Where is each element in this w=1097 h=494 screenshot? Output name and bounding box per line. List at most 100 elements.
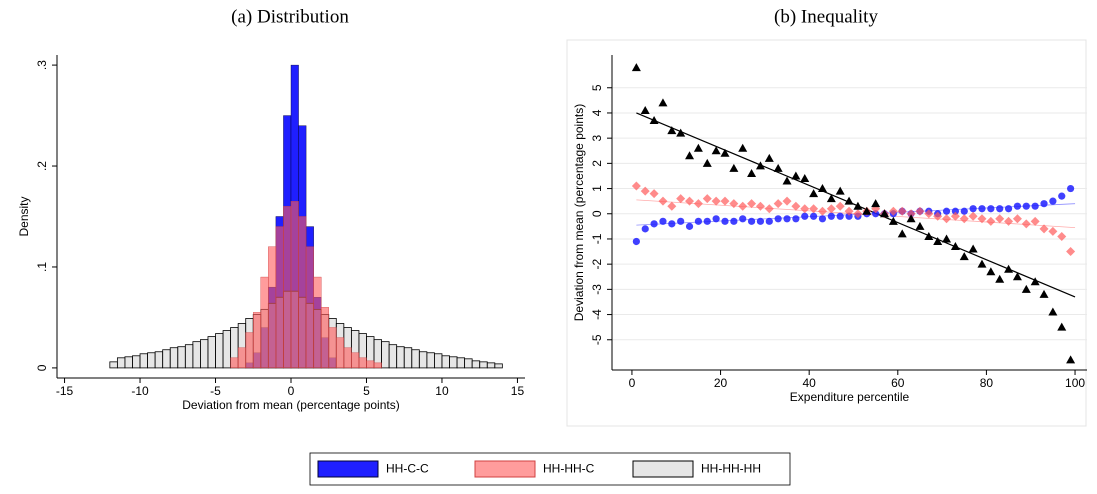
- histogram-bar: [351, 352, 360, 369]
- histogram-bar: [366, 360, 375, 369]
- histogram-bar: [116, 357, 126, 369]
- point: [862, 206, 872, 215]
- histogram-bar: [192, 341, 201, 369]
- histogram-bar: [486, 362, 496, 369]
- point: [942, 214, 952, 224]
- point: [1030, 216, 1040, 226]
- point: [995, 214, 1005, 224]
- point: [950, 242, 960, 251]
- point: [897, 229, 907, 238]
- point: [835, 186, 845, 195]
- point: [987, 205, 995, 213]
- point: [942, 234, 952, 243]
- panel-frame: [566, 39, 1087, 427]
- point: [906, 209, 916, 219]
- legend-box: [309, 452, 791, 486]
- histogram-bar: [283, 206, 292, 369]
- point: [738, 143, 748, 152]
- point: [817, 206, 827, 216]
- point: [755, 201, 765, 211]
- histogram-bar: [237, 347, 246, 369]
- x-tick-label: 60: [891, 376, 905, 390]
- x-tick-label: 100: [1065, 376, 1085, 390]
- histogram-bar: [124, 356, 133, 369]
- point: [685, 222, 694, 230]
- histogram-bar: [268, 246, 277, 369]
- point: [950, 211, 960, 221]
- histogram-bar: [313, 276, 322, 369]
- histogram-bar: [245, 332, 254, 369]
- histogram-bar: [434, 353, 443, 369]
- point: [702, 158, 712, 167]
- point: [817, 184, 827, 193]
- point: [826, 194, 836, 203]
- point: [1030, 277, 1040, 286]
- histogram-bar: [449, 356, 458, 369]
- point: [720, 148, 730, 157]
- point: [693, 143, 703, 152]
- point: [995, 274, 1005, 283]
- point: [845, 212, 853, 220]
- point: [747, 199, 757, 209]
- legend-swatch: [317, 460, 379, 478]
- x-tick-label: -15: [56, 384, 74, 398]
- point: [791, 201, 801, 211]
- point: [810, 212, 818, 220]
- y-tick-label: .3: [35, 60, 49, 70]
- point: [977, 214, 987, 224]
- point: [836, 212, 844, 220]
- histogram-bar: [320, 307, 329, 369]
- point: [951, 207, 960, 215]
- histogram-bar: [207, 336, 216, 369]
- point: [942, 207, 951, 215]
- y-axis-label: Density: [17, 196, 31, 236]
- point: [685, 196, 695, 206]
- x-tick-label: 40: [802, 376, 816, 390]
- histogram-bar: [373, 362, 382, 369]
- point: [1058, 192, 1066, 200]
- point: [996, 205, 1004, 213]
- y-tick-label: .2: [35, 161, 49, 171]
- point: [827, 212, 835, 220]
- y-tick-label: -3: [590, 284, 604, 295]
- point: [915, 206, 925, 216]
- point: [658, 196, 668, 206]
- point: [773, 199, 783, 209]
- histogram-bar: [230, 357, 239, 369]
- point: [631, 181, 641, 191]
- point: [853, 201, 863, 210]
- point: [978, 205, 986, 213]
- point: [1039, 289, 1049, 298]
- point: [1031, 202, 1039, 210]
- point: [1040, 200, 1048, 208]
- point: [826, 204, 836, 214]
- y-tick-label: .1: [35, 262, 49, 272]
- point: [792, 215, 800, 223]
- point: [897, 206, 907, 216]
- legend-swatch: [632, 460, 694, 478]
- histogram-bar: [336, 337, 345, 369]
- point: [676, 194, 686, 204]
- x-tick-label: -5: [210, 384, 221, 398]
- histogram-bar: [381, 341, 390, 369]
- point: [702, 194, 712, 204]
- point: [640, 105, 650, 114]
- histogram-bar: [184, 344, 194, 369]
- y-tick-label: 5: [590, 84, 604, 91]
- point: [693, 199, 703, 209]
- point: [1012, 272, 1022, 281]
- histogram-bar: [215, 333, 224, 369]
- point: [871, 199, 881, 208]
- y-tick-label: -4: [590, 309, 604, 320]
- point: [924, 231, 934, 240]
- histogram-bar: [132, 355, 141, 369]
- histogram-bar: [343, 347, 352, 369]
- histogram-bar: [471, 360, 481, 369]
- point: [773, 163, 783, 172]
- point: [835, 201, 845, 211]
- point: [969, 205, 977, 213]
- point: [631, 63, 641, 72]
- point: [667, 201, 677, 211]
- histogram-bar: [441, 355, 450, 369]
- histogram-bar: [162, 349, 171, 369]
